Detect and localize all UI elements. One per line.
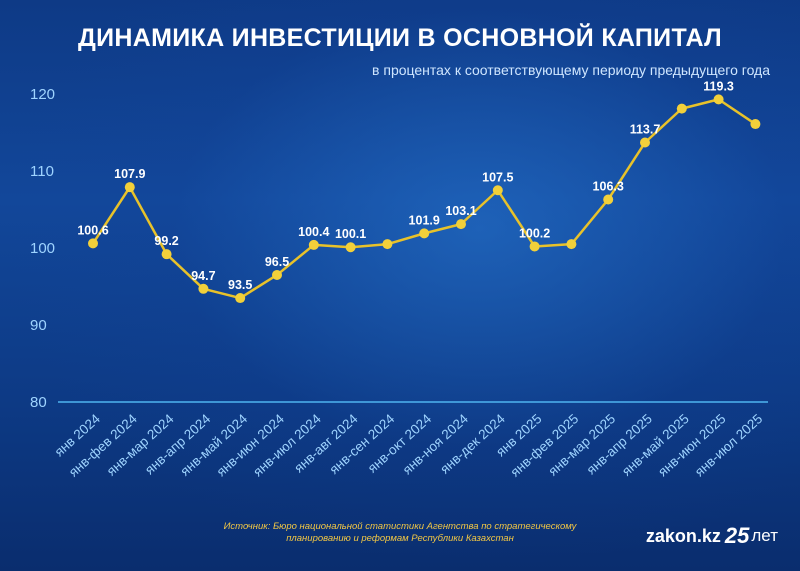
data-label: 96.5 <box>265 255 289 269</box>
data-label: 99.2 <box>154 234 178 248</box>
data-point <box>345 242 356 253</box>
y-tick-label: 100 <box>30 240 55 257</box>
data-label: 103.1 <box>445 204 476 218</box>
y-tick-label: 110 <box>30 163 54 180</box>
logo-text: zakon.kz <box>645 525 721 546</box>
data-label: 106.3 <box>593 179 624 193</box>
source-note: Источник: Бюро национальной статистики А… <box>170 521 630 545</box>
data-labels: 100.6 107.9 99.2 94.7 93.5 96.5 100.4 100.1 101.… <box>77 79 734 292</box>
data-point <box>566 239 577 250</box>
data-point <box>124 182 135 193</box>
data-point <box>235 293 246 304</box>
data-point <box>382 239 393 250</box>
zakon-logo: zakon.kz 25 лет <box>646 523 778 549</box>
y-tick-label: 120 <box>30 86 55 103</box>
data-label: 94.7 <box>191 269 215 283</box>
data-point <box>308 239 319 250</box>
data-point <box>492 185 503 196</box>
y-tick-label: 80 <box>30 394 47 411</box>
data-point <box>456 219 466 230</box>
data-label: 100.6 <box>77 223 108 237</box>
data-point <box>713 94 724 105</box>
data-point <box>88 238 98 249</box>
source-line-1: Источник: Бюро национальной статистики А… <box>223 521 577 532</box>
source-line-2: планированию и реформам Республики Казах… <box>286 533 514 544</box>
data-point <box>640 137 650 148</box>
data-point <box>676 103 687 114</box>
data-point <box>419 228 430 239</box>
data-label: 119.3 <box>703 79 734 93</box>
data-label: 100.4 <box>298 225 329 239</box>
data-markers <box>88 94 761 304</box>
chart-subtitle: в процентах к соответствующему периоду п… <box>372 62 770 78</box>
data-point <box>272 269 282 280</box>
data-label: 100.1 <box>335 227 366 241</box>
chart-title: ДИНАМИКА ИНВЕСТИЦИИ В ОСНОВНОЙ КАПИТАЛ <box>78 24 722 52</box>
data-point <box>161 249 172 260</box>
data-point <box>529 241 540 252</box>
data-label: 100.2 <box>519 226 550 240</box>
data-label: 107.5 <box>482 170 513 184</box>
data-point <box>750 119 761 130</box>
data-label: 113.7 <box>630 123 661 137</box>
data-point <box>198 283 209 294</box>
y-tick-label: 90 <box>30 317 47 334</box>
data-label: 93.5 <box>228 278 252 292</box>
y-axis: 80 90 100 110 120 <box>30 86 55 411</box>
data-point <box>603 194 614 205</box>
data-label: 101.9 <box>409 213 440 227</box>
data-label: 107.9 <box>114 167 145 181</box>
logo-suffix: лет <box>751 526 778 545</box>
logo-badge: 25 <box>724 523 750 548</box>
